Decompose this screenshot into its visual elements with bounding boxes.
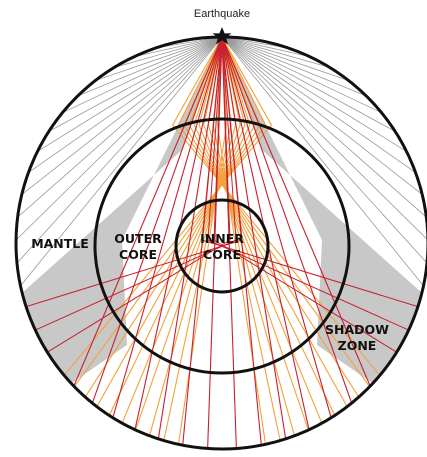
earthquake-star: [212, 27, 232, 45]
core-ray: [63, 37, 273, 376]
mantle-ray: [221, 37, 424, 287]
mantle-ray: [134, 37, 223, 57]
core-ray: [221, 37, 353, 404]
core-ray: [108, 37, 251, 416]
core-ray: [112, 37, 223, 418]
core-ray: [73, 37, 267, 387]
mantle-ray: [48, 37, 223, 132]
core-ray: [35, 37, 237, 331]
shadow-zone-label: SHADOW: [325, 322, 389, 337]
core-ray: [198, 37, 323, 424]
mantle-ray: [221, 37, 367, 97]
mantle-label: MANTLE: [31, 236, 89, 251]
mantle-ray: [221, 37, 427, 264]
core-ray: [91, 37, 223, 404]
core-ray: [201, 37, 419, 308]
shadow-zone: [16, 37, 222, 400]
core-ray: [171, 37, 381, 376]
mantle-ray: [77, 37, 223, 97]
shadow-zone-label: ZONE: [338, 338, 377, 353]
mantle-ray: [221, 37, 427, 241]
shadow-zone-area: [16, 37, 427, 400]
core-ray: [73, 37, 223, 387]
shadow-zone: [222, 37, 427, 400]
mantle-ray: [16, 37, 223, 264]
mantle-ray: [221, 37, 423, 195]
core-ray: [207, 37, 409, 331]
core-ray: [221, 37, 287, 440]
inner-core-label: CORE: [203, 247, 241, 262]
mantle-ray: [221, 37, 331, 68]
mantle-ray: [95, 37, 223, 82]
core-ray: [221, 37, 332, 418]
mantle-ray: [20, 37, 223, 287]
mantle-ray: [221, 37, 382, 114]
core-ray: [47, 37, 231, 353]
mantle-ray: [113, 37, 223, 68]
core-ray: [157, 37, 223, 440]
mantle-ray: [155, 37, 223, 49]
core-ray: [193, 37, 336, 416]
mantle-ray: [62, 37, 223, 114]
mantle-ray: [221, 37, 427, 218]
core-ray: [221, 37, 371, 387]
inner-core-boundary: [174, 198, 270, 294]
core-ray: [25, 37, 243, 308]
core-ray: [121, 37, 246, 424]
mantle-ray: [21, 37, 223, 195]
source-label: Earthquake: [194, 8, 250, 20]
inner-core-label: INNER: [200, 231, 244, 246]
mantle-ray: [37, 37, 223, 152]
mantle-ray: [17, 37, 223, 218]
mantle-ray: [16, 37, 223, 241]
core-ray: [177, 37, 371, 387]
mantle-ray: [28, 37, 223, 173]
mantle-ray: [221, 37, 396, 132]
mantle-ray: [221, 37, 310, 57]
mantle-ray: [221, 37, 416, 173]
mantle-ray: [221, 37, 407, 152]
core-ray: [213, 37, 397, 353]
outer-core-label: CORE: [119, 247, 157, 262]
outer-core-boundary: [93, 117, 351, 375]
mantle-ray: [221, 37, 349, 82]
outer-core-label: OUTER: [114, 231, 162, 246]
rays: [16, 37, 427, 449]
mantle-ray: [221, 37, 289, 49]
